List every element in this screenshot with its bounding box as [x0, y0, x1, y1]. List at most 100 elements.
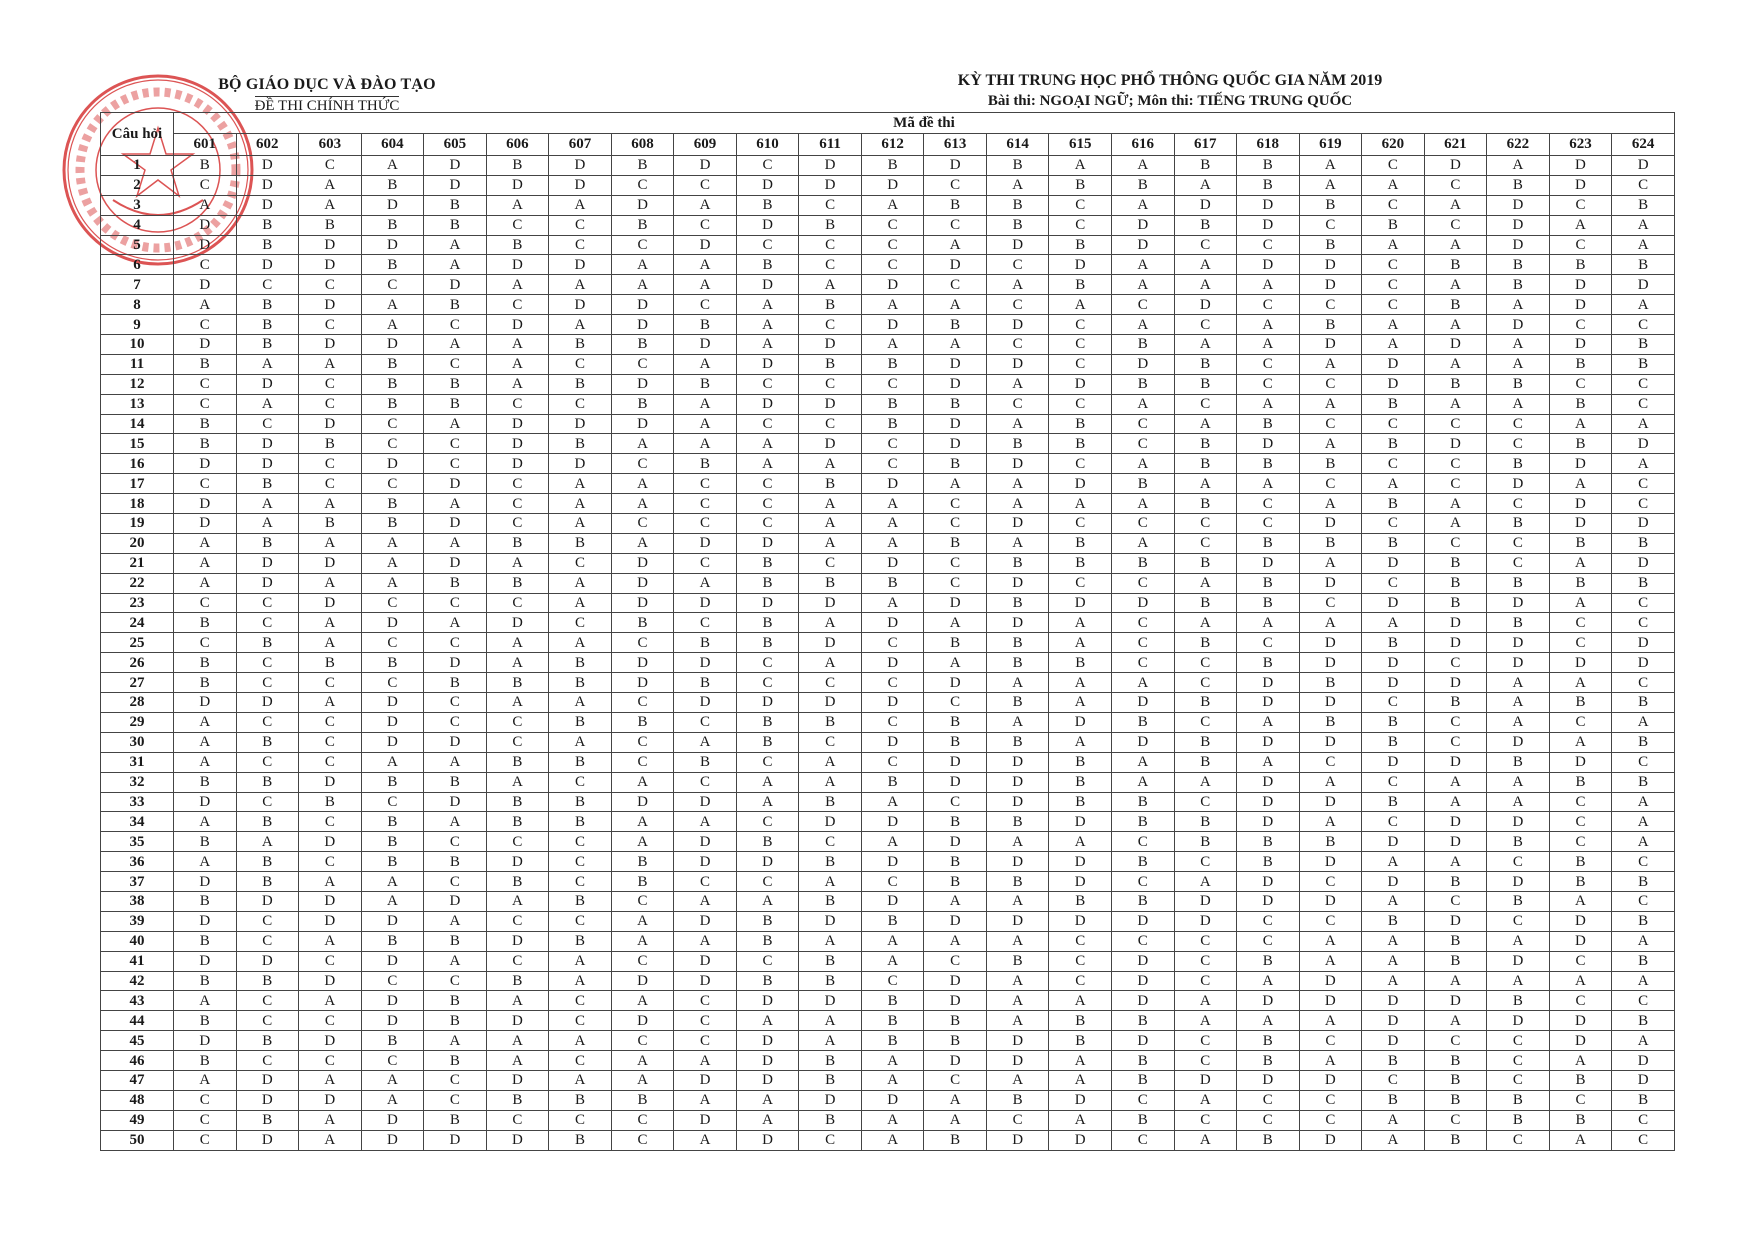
- answer-cell: D: [610, 552, 675, 574]
- answer-cell: B: [1611, 871, 1675, 892]
- answer-cell: D: [610, 672, 675, 694]
- exam-code-header: 606: [485, 133, 550, 156]
- answer-cell: C: [860, 711, 925, 733]
- answer-cell: D: [423, 652, 487, 674]
- official-exam-label: ĐỀ THI CHÍNH THỨC: [254, 96, 400, 114]
- answer-cell: C: [298, 155, 362, 176]
- answer-cell: B: [1486, 513, 1550, 534]
- answer-cell: C: [610, 731, 675, 753]
- answer-cell: D: [735, 353, 800, 375]
- answer-cell: C: [735, 513, 800, 534]
- answer-cell: C: [860, 433, 925, 455]
- answer-cell: A: [423, 334, 487, 355]
- answer-cell: D: [548, 155, 612, 176]
- answer-cell: B: [1048, 751, 1112, 773]
- question-number: 20: [100, 532, 174, 554]
- answer-cell: A: [298, 174, 362, 196]
- answer-cell: A: [423, 1030, 487, 1052]
- answer-cell: C: [610, 950, 675, 972]
- question-number: 50: [100, 1129, 174, 1151]
- answer-cell: B: [673, 453, 737, 475]
- answer-cell: D: [360, 334, 425, 355]
- answer-cell: D: [798, 174, 862, 196]
- answer-cell: D: [673, 532, 737, 554]
- answer-cell: C: [1110, 652, 1175, 674]
- answer-cell: C: [1236, 930, 1300, 952]
- answer-cell: B: [360, 831, 425, 853]
- answer-cell: C: [860, 672, 925, 694]
- answer-cell: A: [860, 1050, 925, 1071]
- answer-cell: D: [360, 612, 425, 634]
- answer-cell: A: [610, 990, 675, 1012]
- answer-cell: C: [1236, 373, 1300, 395]
- answer-cell: B: [235, 851, 300, 873]
- answer-cell: D: [1611, 433, 1675, 455]
- answer-cell: C: [1298, 910, 1363, 932]
- question-number: 29: [100, 711, 174, 733]
- answer-cell: C: [1611, 473, 1675, 495]
- answer-cell: C: [360, 970, 425, 992]
- answer-cell: C: [298, 851, 362, 873]
- answer-cell: B: [1048, 890, 1112, 912]
- answer-cell: D: [1236, 791, 1300, 813]
- table-row: 19 D A B B D C A C C C A A C D C C C C D C A B D D: [100, 513, 1675, 534]
- answer-cell: C: [360, 672, 425, 694]
- answer-cell: A: [985, 930, 1050, 952]
- answer-cell: A: [860, 334, 925, 355]
- answer-cell: B: [923, 1129, 987, 1151]
- answer-cell: A: [1611, 970, 1675, 992]
- answer-cell: D: [1548, 334, 1613, 355]
- answer-cell: A: [1548, 473, 1613, 495]
- answer-cell: A: [423, 612, 487, 634]
- answer-cell: D: [1548, 294, 1613, 316]
- answer-cell: C: [235, 910, 300, 932]
- answer-cell: C: [423, 592, 487, 614]
- answer-cell: D: [923, 353, 987, 375]
- answer-cell: A: [485, 632, 550, 654]
- answer-cell: D: [1298, 970, 1363, 992]
- exam-code-header: 607: [548, 133, 612, 156]
- answer-cell: D: [1548, 751, 1613, 773]
- answer-cell: A: [485, 692, 550, 713]
- answer-cell: A: [610, 532, 675, 554]
- answer-cell: C: [923, 692, 987, 713]
- answer-cell: B: [735, 970, 800, 992]
- answer-cell: C: [798, 254, 862, 276]
- answer-cell: D: [235, 692, 300, 713]
- answer-cell: A: [1361, 314, 1425, 336]
- answer-cell: B: [1110, 811, 1175, 833]
- answer-cell: B: [423, 1109, 487, 1131]
- answer-cell: D: [235, 453, 300, 475]
- answer-cell: B: [1110, 473, 1175, 495]
- answer-cell: B: [298, 433, 362, 455]
- answer-cell: C: [1298, 1089, 1363, 1111]
- answer-cell: D: [1110, 353, 1175, 375]
- answer-cell: B: [1611, 692, 1675, 713]
- answer-cell: C: [360, 433, 425, 455]
- answer-cell: D: [1361, 871, 1425, 892]
- answer-cell: C: [673, 1030, 737, 1052]
- answer-cell: C: [1173, 1109, 1238, 1131]
- answer-cell: D: [485, 612, 550, 634]
- answer-cell: B: [173, 930, 237, 952]
- answer-cell: C: [1611, 612, 1675, 634]
- answer-cell: B: [485, 234, 550, 256]
- answer-cell: B: [673, 751, 737, 773]
- answer-cell: B: [673, 632, 737, 654]
- answer-cell: B: [610, 851, 675, 873]
- answer-cell: B: [1361, 731, 1425, 753]
- answer-cell: A: [298, 353, 362, 375]
- answer-cell: A: [1423, 493, 1488, 515]
- answer-cell: D: [360, 1109, 425, 1131]
- exam-code-header: 616: [1110, 133, 1175, 156]
- answer-cell: B: [673, 373, 737, 395]
- answer-cell: A: [298, 612, 362, 634]
- answer-cell: B: [1486, 831, 1550, 853]
- answer-cell: D: [423, 1129, 487, 1151]
- answer-cell: D: [548, 254, 612, 276]
- answer-cell: A: [1611, 413, 1675, 435]
- answer-cell: C: [1548, 711, 1613, 733]
- answer-cell: D: [548, 413, 612, 435]
- answer-cell: B: [1048, 771, 1112, 793]
- answer-cell: B: [485, 672, 550, 694]
